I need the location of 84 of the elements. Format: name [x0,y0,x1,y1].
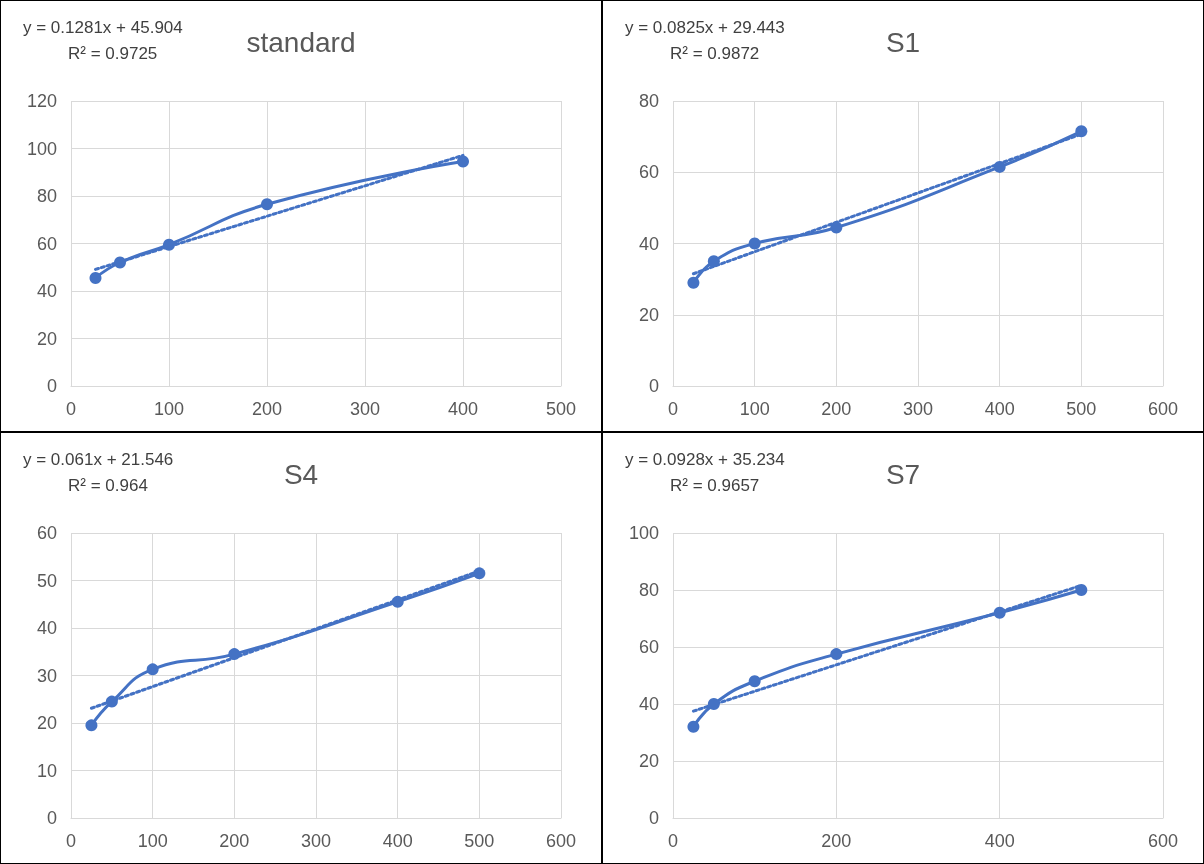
x-tick-label: 0 [667,399,679,419]
y-tick-label: 0 [46,376,57,396]
x-tick-label: 200 [821,399,852,419]
x-tick-label: 0 [667,831,679,851]
point [391,595,404,608]
point [993,606,1006,619]
x-tick-label: 200 [251,399,283,419]
point [114,256,126,269]
y-tick-label: 30 [36,665,57,686]
x-tick-label: 0 [65,399,77,419]
point [748,675,761,688]
x-tick-label: 300 [902,399,934,419]
point [1075,125,1088,138]
point [473,567,486,580]
x-tick-label: 300 [300,831,332,851]
y-tick-label: 0 [648,376,659,396]
x-tick-label: 500 [1066,399,1097,419]
y-tick-label: 60 [36,523,57,543]
x-tick-label: 400 [984,831,1015,851]
x-tick-label: 100 [153,399,185,419]
point [707,255,720,268]
y-tick-label: 40 [638,233,659,254]
x-tick-label: 400 [447,399,479,419]
x-tick-label: 600 [1147,399,1179,419]
y-tick-label: 80 [638,91,659,111]
y-tick-label: 40 [36,618,57,638]
point [228,648,241,661]
y-tick-label: 0 [46,808,57,828]
y-tick-label: 120 [26,91,57,111]
y-tick-label: 40 [36,281,57,301]
y-tick-label: 20 [36,713,57,733]
point [89,271,102,284]
y-tick-label: 40 [638,694,659,714]
x-tick-label: 400 [984,399,1015,419]
text: y = 0.0825x + 29.443 [625,18,785,37]
point [261,198,273,211]
text: R² = 0.964 [68,476,148,495]
text: y = 0.0928x + 35.234 [625,450,785,469]
y-tick-label: 60 [638,162,659,183]
point [457,155,469,168]
y-tick-label: 80 [638,580,659,600]
point [993,160,1006,173]
y-tick-label: 60 [638,637,659,657]
text: R² = 0.9725 [68,44,158,63]
y-tick-label: 20 [638,751,659,771]
point [707,698,720,710]
chart-title: S1 [885,26,921,58]
text: R² = 0.9872 [670,44,760,63]
x-tick-label: 400 [382,831,413,851]
chart-title: S7 [885,458,921,490]
y-tick-label: 60 [36,233,57,254]
point [830,648,843,661]
y-tick-label: 80 [36,186,57,206]
chart-title: standard [246,26,356,58]
y-tick-label: 20 [638,304,659,325]
x-tick-label: 300 [349,399,381,419]
y-tick-label: 100 [628,523,659,543]
x-tick-label: 600 [545,831,577,851]
point [687,276,700,289]
x-tick-label: 200 [219,831,250,851]
y-tick-label: 10 [36,760,57,781]
point [146,663,159,676]
x-tick-label: 100 [739,399,770,419]
x-tick-label: 600 [1147,831,1179,851]
point [830,221,843,234]
text: y = 0.1281x + 45.904 [23,18,183,37]
x-tick-label: 100 [137,831,168,851]
y-tick-label: 50 [36,570,57,591]
x-tick-label: 200 [821,831,852,851]
y-tick-label: 100 [26,138,57,159]
point [687,720,700,733]
point [105,695,118,708]
x-tick-label: 500 [464,831,495,851]
y-tick-label: 20 [36,328,57,349]
text: R² = 0.9657 [670,476,760,495]
x-tick-label: 500 [545,399,577,419]
x-tick-label: 0 [65,831,77,851]
text: y = 0.061x + 21.546 [23,450,174,469]
point [748,237,761,250]
y-tick-label: 0 [648,808,659,828]
point [1075,584,1088,596]
chart-title: S4 [283,458,319,490]
point [163,238,175,251]
point [85,719,98,732]
